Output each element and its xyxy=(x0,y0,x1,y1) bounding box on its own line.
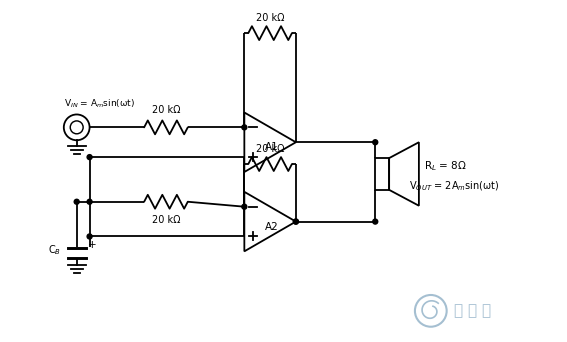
Text: V$_{IN}$ = A$_m$sin(ωt): V$_{IN}$ = A$_m$sin(ωt) xyxy=(64,97,135,109)
Text: R$_L$ = 8Ω: R$_L$ = 8Ω xyxy=(424,159,467,173)
Circle shape xyxy=(87,199,92,204)
Text: 20 kΩ: 20 kΩ xyxy=(152,215,180,225)
Text: V$_{OUT}$ = 2A$_m$sin(ωt): V$_{OUT}$ = 2A$_m$sin(ωt) xyxy=(409,179,500,193)
Circle shape xyxy=(293,219,298,224)
Text: 20 kΩ: 20 kΩ xyxy=(256,13,285,23)
Circle shape xyxy=(74,199,79,204)
Circle shape xyxy=(373,219,378,224)
Text: 20 kΩ: 20 kΩ xyxy=(256,144,285,154)
Circle shape xyxy=(87,234,92,239)
Circle shape xyxy=(293,219,298,224)
Text: A1: A1 xyxy=(265,142,279,152)
Text: 日 月 辰: 日 月 辰 xyxy=(454,303,490,318)
Circle shape xyxy=(242,125,247,130)
Text: +: + xyxy=(88,240,96,250)
Text: A2: A2 xyxy=(265,222,279,232)
Circle shape xyxy=(373,140,378,145)
Circle shape xyxy=(87,155,92,160)
Text: C$_B$: C$_B$ xyxy=(48,244,61,257)
Circle shape xyxy=(242,204,247,209)
Text: 20 kΩ: 20 kΩ xyxy=(152,105,180,116)
Bar xyxy=(375,158,389,190)
